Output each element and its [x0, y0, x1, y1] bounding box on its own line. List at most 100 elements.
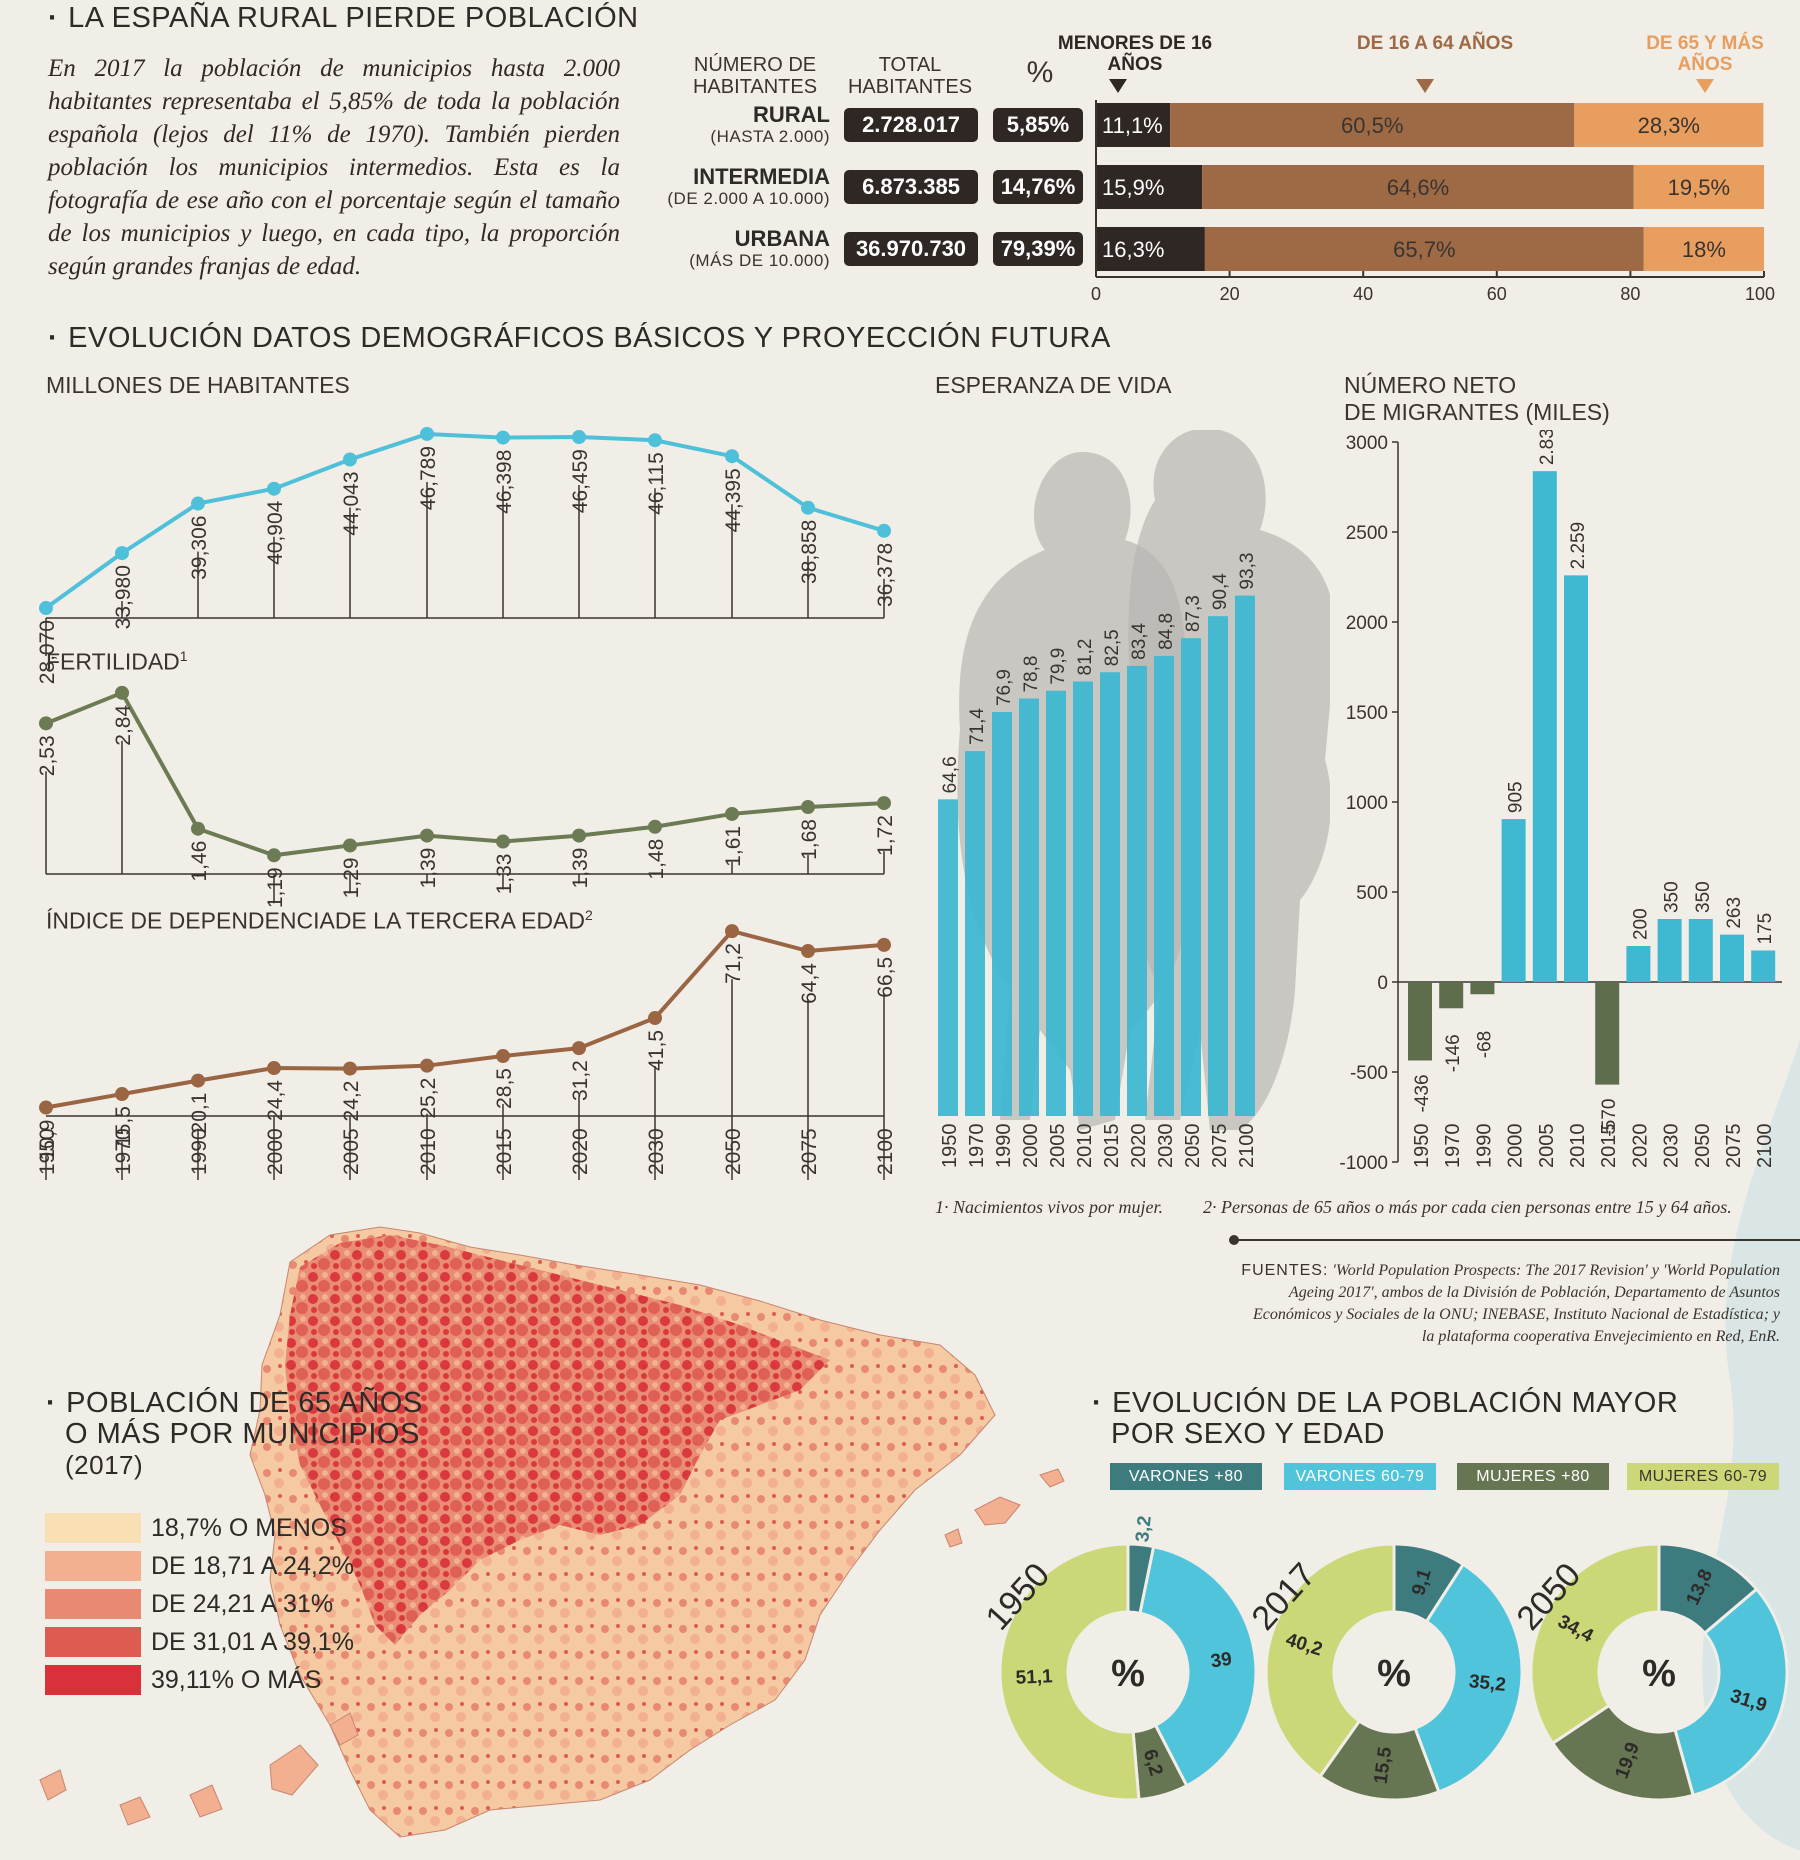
- fertility-chart-label: FERTILIDAD1: [46, 648, 188, 675]
- migrants-bar-label: 2.259: [1568, 522, 1589, 570]
- migrants-chart: 3000 2500 2000 1500 1000 500 0 -500 -1000 -436 195…: [1339, 430, 1782, 1170]
- row-sub: (HASTA 2.000): [710, 127, 830, 146]
- age-axis-tick-label: 60: [1487, 284, 1507, 304]
- pop-point: [648, 433, 662, 448]
- migrants-bar: [1626, 946, 1651, 982]
- map-title: · POBLACIÓN DE 65 AÑOS O MÁS POR MUNICIPI…: [46, 1387, 423, 1481]
- migrants-bar: [1470, 982, 1495, 995]
- fert-point: [648, 819, 662, 834]
- fert-point: [572, 828, 586, 843]
- age-bar-segment: [1574, 103, 1764, 147]
- year-axis-label: 2000: [264, 1128, 287, 1175]
- pct-rural: 5,85%: [993, 108, 1083, 142]
- migrants-year-label: 2050: [1692, 1124, 1714, 1169]
- pop-value-label: 46,115: [645, 452, 668, 515]
- dependency-chart-label: ÍNDICE DE DEPENDENCIADE LA TERCERA EDAD2: [46, 907, 593, 934]
- life-bar-label: 82,5: [1102, 629, 1123, 666]
- pop-point: [267, 481, 281, 496]
- legend-swatch: [45, 1589, 141, 1619]
- dep-point: [725, 924, 739, 939]
- life-year-label: 2010: [1074, 1124, 1096, 1169]
- age-bar-label: 65,7%: [1393, 237, 1455, 262]
- year-axis-label: 1950: [36, 1128, 59, 1175]
- age-bar-label: 19,5%: [1668, 175, 1730, 200]
- migrants-bar: [1688, 919, 1713, 982]
- dep-point: [115, 1087, 129, 1102]
- pop-point: [115, 546, 129, 561]
- migrants-year-label: 1950: [1411, 1124, 1433, 1169]
- source-divider: [1229, 1235, 1800, 1245]
- fert-point: [877, 796, 891, 811]
- life-year-label: 2020: [1128, 1124, 1150, 1169]
- spain-map: [39, 1226, 1065, 1838]
- row-name: INTERMEDIA: [693, 164, 830, 189]
- donut-value-label: 39: [1209, 1649, 1233, 1673]
- year-axis-label: 1990: [188, 1128, 211, 1175]
- age-axis-tick-label: 20: [1220, 284, 1240, 304]
- life-bar-label: 81,2: [1075, 638, 1096, 675]
- age-bar-segment: [1170, 103, 1575, 147]
- pop-point: [496, 430, 510, 445]
- age-bar-label: 28,3%: [1638, 113, 1700, 138]
- life-bar-label: 79,9: [1048, 648, 1069, 685]
- legend-swatch: [45, 1627, 141, 1657]
- donut-slice: [1673, 1587, 1789, 1798]
- dep-value-label: 24,4: [264, 1080, 287, 1121]
- migrants-bar: [1408, 982, 1432, 1061]
- fert-value-label: 1,29: [340, 857, 363, 898]
- migrants-y-tick-label: 2000: [1346, 613, 1388, 634]
- section-title-rural: · LA ESPAÑA RURAL PIERDE POBLACIÓN: [48, 2, 639, 34]
- total-rural: 2.728.017: [844, 108, 978, 142]
- pop-point: [420, 426, 434, 441]
- pop-value-label: 44,043: [340, 472, 363, 536]
- year-axis-label: 2015: [493, 1128, 516, 1175]
- migrants-y-tick-label: 0: [1377, 973, 1388, 994]
- map-canarias: [39, 1712, 359, 1826]
- pop-value-label: 28,070: [36, 620, 59, 684]
- migrants-year-label: 2030: [1661, 1124, 1683, 1169]
- map-legend-item: DE 31,01 A 39,1%: [45, 1627, 354, 1657]
- migrants-y-tick-label: -1000: [1339, 1153, 1388, 1170]
- year-axis-label: 2075: [798, 1128, 821, 1175]
- dep-value-label: 41,5: [645, 1030, 668, 1071]
- legend-swatch: [45, 1551, 141, 1581]
- donut-slice: [998, 1542, 1141, 1802]
- donut-slice: [1138, 1544, 1258, 1788]
- donut-value-label: 35,2: [1468, 1671, 1507, 1696]
- fert-value-label: 1,72: [874, 815, 897, 856]
- life-year-label: 1970: [966, 1124, 988, 1169]
- donut-value-label: 3,2: [1132, 1515, 1156, 1543]
- pop-value-label: 46,789: [417, 446, 440, 510]
- year-axis-label: 2030: [645, 1128, 668, 1175]
- age-bar-label: 64,6%: [1387, 175, 1449, 200]
- age-stacked-bar-chart: 11,1% 60,5% 28,3% 15,9% 64,6% 19,5% 16,3% 65,7%…: [1091, 79, 1775, 304]
- row-sub: (MÁS DE 10.000): [689, 251, 830, 270]
- fert-point: [115, 685, 129, 700]
- year-axis-label: 2050: [722, 1128, 745, 1175]
- elderly-man-silhouette: [1128, 430, 1330, 1130]
- row-label-intermedia: INTERMEDIA (DE 2.000 A 10.000): [600, 166, 830, 210]
- pop-value-label: 46,398: [493, 450, 516, 514]
- life-year-label: 2005: [1047, 1124, 1069, 1169]
- header-total: TOTAL HABITANTES: [847, 54, 973, 98]
- dep-value-label: 24,2: [340, 1081, 363, 1122]
- migrants-y-tick-label: 500: [1356, 883, 1388, 904]
- fert-value-label: 1,39: [569, 848, 592, 889]
- donut-center-label: %: [1111, 1653, 1145, 1695]
- row-sub: (DE 2.000 A 10.000): [667, 189, 830, 208]
- dep-point: [343, 1061, 357, 1076]
- age-bar-segment: [1202, 165, 1634, 209]
- donut-center-label: %: [1642, 1653, 1676, 1695]
- dep-point: [267, 1061, 281, 1076]
- dep-value-label: 20,1: [188, 1093, 211, 1134]
- row-name: URBANA: [734, 226, 830, 251]
- fert-point: [420, 828, 434, 843]
- dep-value-label: 64,4: [798, 963, 821, 1004]
- header-percent: %: [1026, 56, 1054, 89]
- age-axis-tick-label: 40: [1353, 284, 1373, 304]
- map-red-zone: [285, 1235, 830, 1645]
- age-header-arrow: [1696, 79, 1714, 93]
- age-header-arrow: [1416, 79, 1434, 93]
- migrants-bar: [1439, 982, 1464, 1009]
